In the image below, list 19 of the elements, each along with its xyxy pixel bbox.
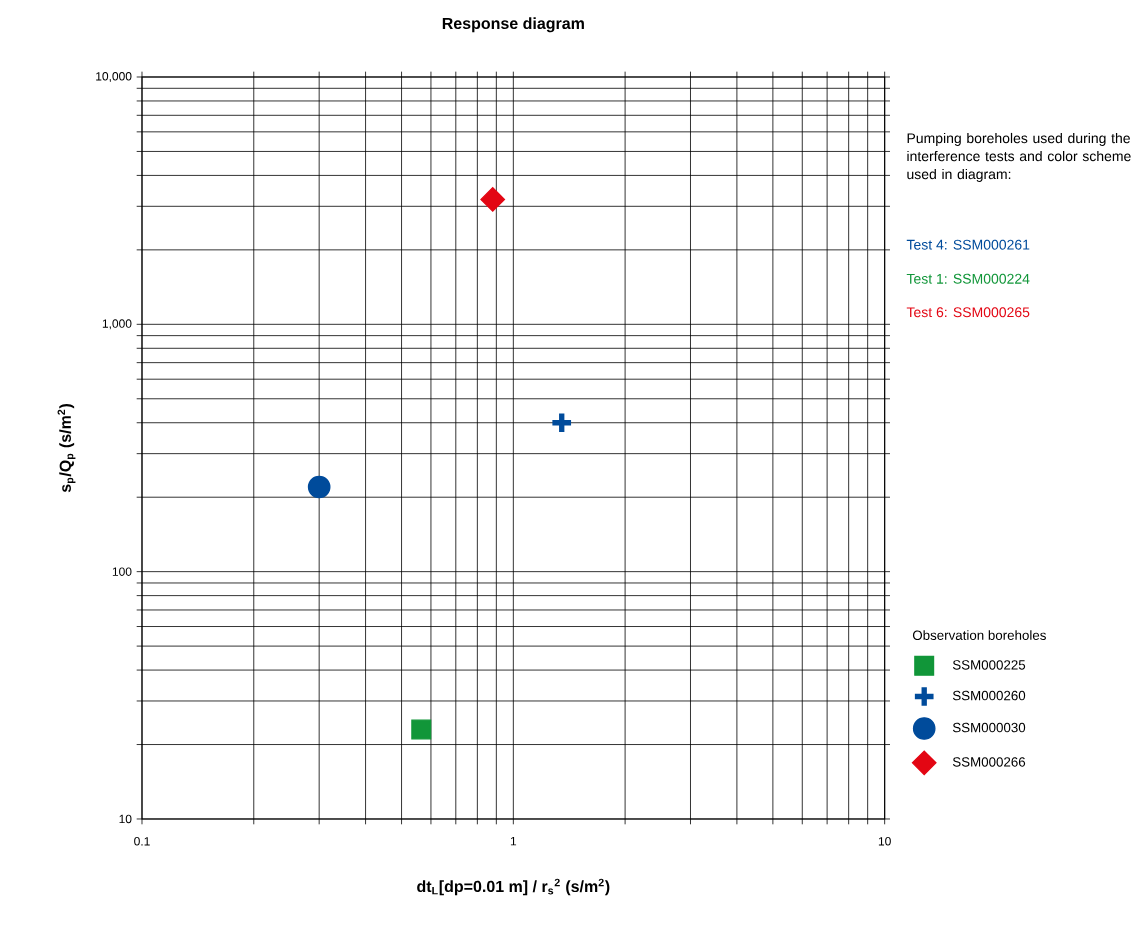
y-axis-title: s$_{p}$/Q$_{p}$ (s/m$^{2}$) [57,404,76,493]
x-axis-title: dt$_{L}$[dp=0.01 m] / r$_{s}$$^{2}$ (s/m$^{2}$) [417,878,610,896]
y-tick-label: 100 [112,567,132,576]
legend-label: SSM000030 [952,722,1026,733]
x-tick-label: 1 [510,837,517,846]
x-tick-label: 0.1 [134,837,150,846]
legend-label: SSM000260 [952,690,1026,701]
y-tick-label: 10 [119,814,132,824]
text: Pumping boreholes used during the interference tests and color scheme used in diagram: [907,132,1131,182]
legend-label: SSM000225 [952,660,1026,670]
legend-label: SSM000266 [952,757,1026,767]
text: Test 1: SSM000224 [906,273,1030,284]
text: Test 6: SSM000265 [906,307,1030,318]
chart-title: Response diagram [442,17,584,33]
text: Test 4: SSM000261 [906,239,1030,250]
legend-title: Observation boreholes [912,630,1046,640]
x-tick-label: 10 [878,837,891,846]
y-tick-label: 1,000 [102,319,132,330]
y-tick-label: 10,000 [96,72,132,82]
